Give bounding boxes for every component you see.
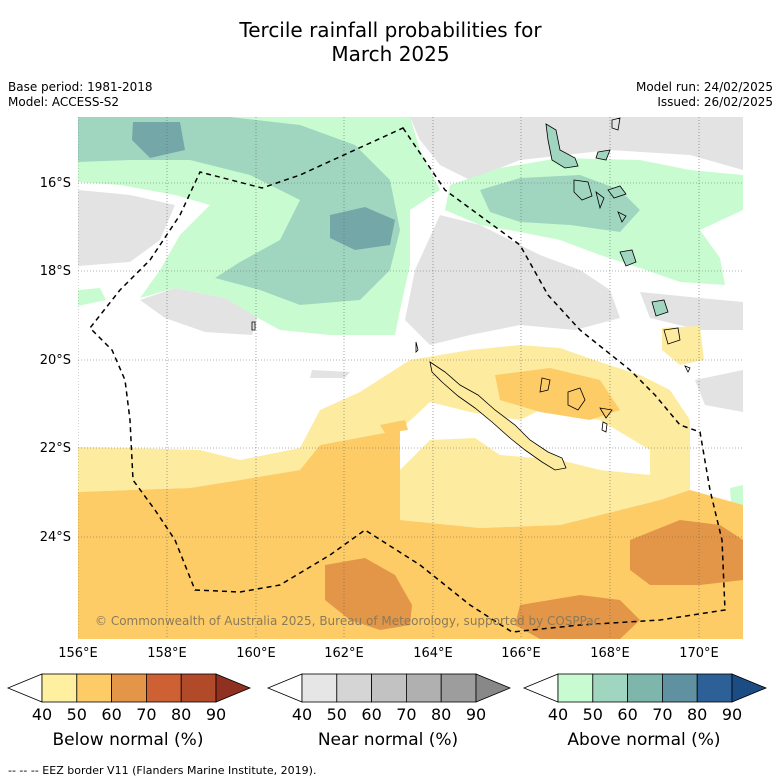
colorbar-below-title: Below normal (%) <box>52 730 204 750</box>
colorbar-tick-label: 50 <box>582 705 603 724</box>
colorbar-above-title: Above normal (%) <box>567 730 721 750</box>
colorbar-segment <box>76 673 113 703</box>
near-normal-region <box>410 117 445 140</box>
near-normal-region <box>310 370 350 378</box>
lat-label: 22°S <box>39 441 71 456</box>
small-island <box>601 421 608 433</box>
colorbar-tick-label: 70 <box>652 705 673 724</box>
lon-label: 162°E <box>324 646 364 661</box>
colorbar-segment <box>336 673 372 703</box>
meta-right: Model run: 24/02/2025 Issued: 26/02/2025 <box>636 80 773 110</box>
colorbar-near-title: Near normal (%) <box>317 730 459 750</box>
colorbar-extend-low <box>522 673 559 703</box>
colorbar-tick-label: 40 <box>31 705 53 724</box>
model-name: Model: ACCESS-S2 <box>8 95 120 109</box>
colorbar-tick-label: 80 <box>431 705 452 724</box>
colorbar-segment <box>592 673 628 703</box>
colorbar-tick-label: 60 <box>617 705 638 724</box>
colorbar-below <box>6 673 252 703</box>
lon-label: 170°E <box>679 646 719 661</box>
lon-label: 160°E <box>236 646 276 661</box>
colorbar-tick-label: 50 <box>326 705 347 724</box>
colorbar-tick-label: 90 <box>721 705 743 724</box>
meta-left: Base period: 1981-2018 Model: ACCESS-S2 <box>8 80 153 110</box>
colorbar-extend-low <box>266 673 303 703</box>
below-normal-region-50 <box>380 420 408 433</box>
colorbar-segment <box>180 673 217 703</box>
colorbar-extend-low <box>6 673 43 703</box>
near-normal-region <box>140 288 258 335</box>
colorbar-extend-high <box>731 673 768 703</box>
lon-label: 164°E <box>413 646 453 661</box>
colorbar-near <box>266 673 512 703</box>
colorbar-segment <box>627 673 663 703</box>
lat-label: 18°S <box>39 264 71 279</box>
near-normal-region <box>405 215 620 345</box>
base-period: Base period: 1981-2018 <box>8 80 153 94</box>
colorbar-segment <box>371 673 407 703</box>
loyalty-islands <box>539 377 613 419</box>
vanuatu-islands <box>545 123 669 317</box>
colorbar-segment <box>440 673 477 703</box>
below-normal-region-60 <box>325 558 412 630</box>
lon-gridlines <box>78 117 700 639</box>
eez-border <box>88 127 726 633</box>
small-island <box>251 117 691 373</box>
lon-label: 156°E <box>58 646 98 661</box>
below-normal-region-40 <box>662 326 704 365</box>
lon-label: 168°E <box>590 646 630 661</box>
colorbar-tick-label: 70 <box>136 705 157 724</box>
above-normal-region-60 <box>330 207 395 250</box>
map-title: Tercile rainfall probabilities for March… <box>0 18 781 66</box>
colorbar-segment <box>696 673 733 703</box>
above-normal-region <box>78 288 106 306</box>
colorbar-segment <box>41 673 78 703</box>
colorbar-tick-label: 90 <box>465 705 487 724</box>
colorbar-extend-high <box>215 673 252 703</box>
colorbar-tick-label: 90 <box>205 705 227 724</box>
colorbar-segment <box>662 673 698 703</box>
above-normal-region-50 <box>480 175 640 232</box>
colorbar-tick-label: 50 <box>66 705 87 724</box>
near-normal-region <box>78 190 175 266</box>
model-run: Model run: 24/02/2025 <box>635 80 773 94</box>
new-caledonia-island <box>429 361 567 471</box>
near-normal-region <box>640 292 743 330</box>
colorbar-segment <box>111 673 147 703</box>
colorbar-segment <box>145 673 182 703</box>
below-normal-region-50 <box>495 368 620 420</box>
lon-label: 166°E <box>501 646 541 661</box>
lon-label: 158°E <box>147 646 187 661</box>
colorbar-tick-label: 40 <box>547 705 569 724</box>
issued-date: Issued: 26/02/2025 <box>657 95 773 109</box>
colorbar-tick-label: 80 <box>687 705 708 724</box>
colorbar-segment <box>301 673 338 703</box>
colorbar-segment <box>405 673 442 703</box>
map-area <box>78 117 743 639</box>
colorbar-tick-label: 60 <box>361 705 382 724</box>
colorbar-tick-label: 80 <box>171 705 192 724</box>
colorbar-segment <box>557 673 594 703</box>
title-line-1: Tercile rainfall probabilities for <box>239 18 542 42</box>
above-normal-region-50 <box>78 117 400 305</box>
title-line-2: March 2025 <box>331 42 450 66</box>
colorbar-extend-high <box>475 673 512 703</box>
above-normal-region-60 <box>132 122 185 158</box>
lat-label: 20°S <box>39 353 71 368</box>
below-normal-region-60 <box>630 520 743 585</box>
near-normal-region <box>695 370 743 412</box>
lat-label: 24°S <box>39 530 71 545</box>
colorbar-tick-label: 60 <box>101 705 122 724</box>
eez-legend-note: -- -- -- EEZ border V11 (Flanders Marine… <box>8 764 317 777</box>
colorbar-tick-label: 40 <box>291 705 313 724</box>
colorbar-above <box>522 673 768 703</box>
colorbar-tick-label: 70 <box>396 705 417 724</box>
copyright-notice: © Commonwealth of Australia 2025, Bureau… <box>95 614 601 628</box>
lat-label: 16°S <box>39 176 71 191</box>
below-normal-region-50 <box>78 430 743 639</box>
near-normal-region <box>410 117 743 180</box>
